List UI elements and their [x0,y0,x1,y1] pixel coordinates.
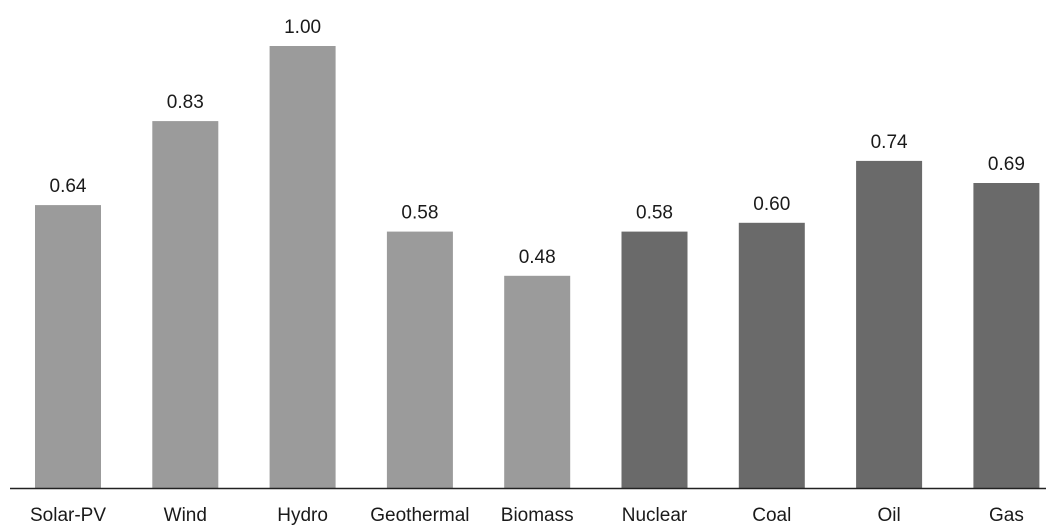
value-labels-group: 0.64 0.83 1.00 0.58 0.48 0.58 0.60 0.74 0.69 [50,17,1025,268]
data-label: 0.58 [401,203,438,224]
data-label: 0.74 [871,132,908,153]
x-tick-label: Hydro [277,505,328,526]
x-tick-label: Solar-PV [30,505,106,526]
data-label: 1.00 [284,17,321,38]
bar-gas [973,183,1040,488]
x-tick-label: Biomass [501,505,574,526]
bar-wind [152,121,219,488]
data-label: 0.64 [50,176,87,197]
x-tick-label: Gas [989,505,1024,526]
bar-oil [856,160,923,488]
x-tick-label: Oil [877,505,900,526]
data-label: 0.69 [988,154,1025,175]
data-label: 0.60 [753,194,790,215]
data-label: 0.58 [636,203,673,224]
x-tick-label: Wind [164,505,207,526]
x-tick-label: Coal [752,505,791,526]
bar-biomass [504,275,571,488]
data-label: 0.83 [167,92,204,113]
data-label: 0.48 [519,247,556,268]
bars-group [35,46,1040,489]
bar-coal [738,222,805,489]
bar-hydro [269,46,336,488]
bar-geothermal [386,231,453,488]
x-tick-label: Geothermal [370,505,469,526]
x-tick-labels-group: Solar-PV Wind Hydro Geothermal Biomass Nuclea… [30,505,1024,526]
x-tick-label: Nuclear [622,505,688,526]
bar-solar-pv [35,205,101,488]
bar-nuclear [621,231,688,488]
